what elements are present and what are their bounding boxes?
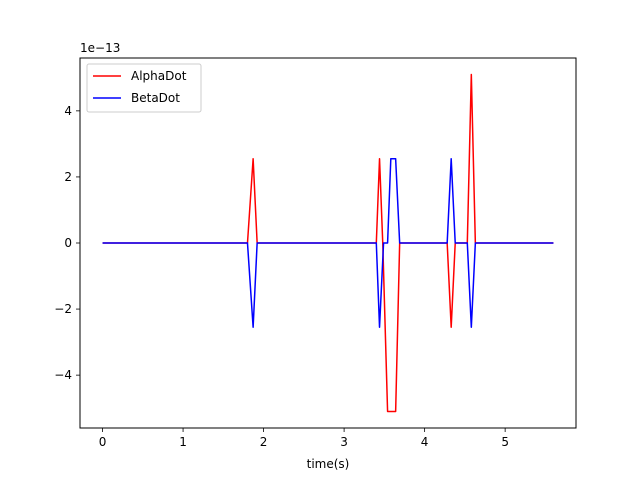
x-axis-ticks: 0 1 2 3 4 5 [99, 428, 509, 449]
x-tick-label: 2 [260, 435, 268, 449]
y-tick-label: −4 [54, 368, 72, 382]
y-tick-label: 4 [64, 104, 72, 118]
x-tick-label: 1 [179, 435, 187, 449]
x-tick-label: 5 [501, 435, 509, 449]
series-line-alphadot [102, 73, 554, 413]
x-tick-label: 0 [99, 435, 107, 449]
y-tick-label: 2 [64, 170, 72, 184]
series-line-betadot [102, 158, 554, 328]
legend-label-betadot: BetaDot [131, 91, 180, 105]
x-tick-label: 4 [421, 435, 429, 449]
x-axis-label: time(s) [307, 457, 350, 471]
y-tick-label: −2 [54, 302, 72, 316]
legend: AlphaDot BetaDot [86, 63, 202, 113]
y-axis-ticks: −4 −2 0 2 4 [54, 104, 80, 382]
y-tick-label: 0 [64, 236, 72, 250]
x-tick-label: 3 [340, 435, 348, 449]
series-layer [102, 73, 554, 413]
y-axis-offset-label: 1e−13 [80, 41, 120, 55]
legend-label-alphadot: AlphaDot [131, 69, 187, 83]
